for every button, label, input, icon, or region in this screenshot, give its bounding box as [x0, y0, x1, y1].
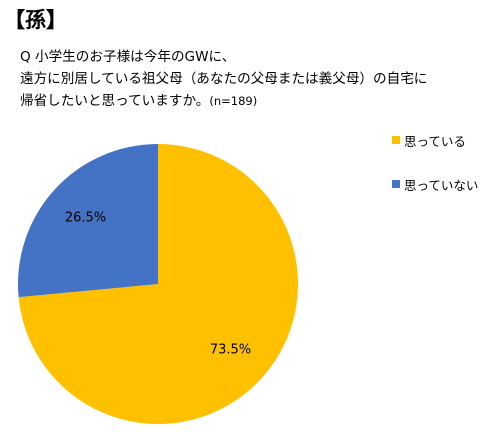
legend-item-no: 思っていない	[392, 174, 478, 194]
pie-slice-no	[18, 144, 159, 298]
question-line-2: 遠方に別居している祖父母（あなたの父母または義父母）の自宅に	[20, 71, 428, 87]
sample-size-note: (n=189)	[209, 94, 258, 108]
legend-item-yes: 思っている	[392, 130, 478, 150]
pie-labels: 73.5% 26.5%	[65, 211, 251, 358]
pie-slices	[18, 144, 298, 425]
chart-legend: 思っている 思っていない	[392, 130, 478, 218]
slice-value-label-no: 26.5%	[65, 211, 106, 226]
pie-slice-yes	[18, 144, 298, 425]
question-line-1: Q 小学生のお子様は今年のGWに、	[20, 49, 236, 65]
legend-label-no: 思っていない	[404, 177, 479, 193]
question-line-3: 帰省したいと思っていますか。(n=189)	[20, 90, 485, 112]
legend-swatch-no	[392, 180, 400, 188]
page-heading: 【孫】	[4, 8, 67, 32]
question-line-3-text: 帰省したいと思っていますか。	[20, 93, 210, 109]
slice-value-label-yes: 73.5%	[210, 342, 251, 357]
legend-label-yes: 思っている	[404, 133, 466, 149]
survey-question: Q 小学生のお子様は今年のGWに、 遠方に別居している祖父母（あなたの父母または…	[20, 46, 485, 112]
legend-swatch-yes	[392, 136, 400, 144]
